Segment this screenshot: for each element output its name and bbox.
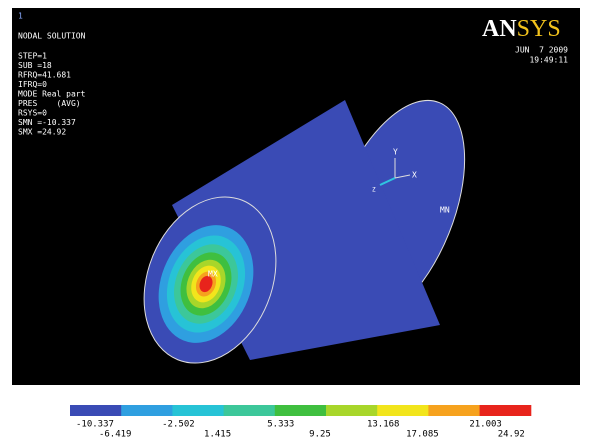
header-line: PRES (AVG) (18, 99, 81, 108)
legend-label: -2.502 (162, 420, 195, 430)
legend-swatch (121, 405, 173, 416)
triad-z: Z (372, 187, 376, 194)
viewport-number: 1 (18, 12, 23, 21)
legend-label: 1.415 (204, 430, 231, 440)
time: 19:49:11 (529, 56, 568, 65)
legend-label: 24.92 (498, 430, 525, 440)
legend-label: 21.003 (469, 420, 502, 430)
legend-swatch (428, 405, 480, 416)
header-line: SMN =-10.337 (18, 118, 76, 127)
legend-swatch (480, 405, 532, 416)
logo-part2: SYS (517, 16, 561, 42)
triad-x: X (412, 171, 417, 180)
legend-label: 13.168 (367, 420, 400, 430)
legend-swatch (326, 405, 378, 416)
header-line: SMX =24.92 (18, 128, 66, 137)
header-line: MODE Real part (18, 90, 86, 99)
legend-swatch (172, 405, 224, 416)
legend-label: -6.419 (99, 430, 132, 440)
max-label: MX (208, 270, 218, 279)
legend-swatch (70, 405, 122, 416)
header-title: NODAL SOLUTION (18, 32, 86, 41)
header-line: SUB =18 (18, 61, 52, 70)
legend-label: -10.337 (76, 420, 114, 430)
legend-label: 17.085 (406, 430, 439, 440)
header-line: STEP=1 (18, 52, 47, 61)
logo: ANSYS (482, 16, 561, 42)
legend-label: 5.333 (267, 420, 294, 430)
min-label: MN (440, 206, 450, 215)
header-line: RFRQ=41.681 (18, 71, 71, 80)
header-line: RSYS=0 (18, 109, 47, 118)
date: JUN 7 2009 (515, 46, 568, 55)
legend-swatch (224, 405, 276, 416)
logo-part1: AN (482, 16, 517, 42)
header-line: IFRQ=0 (18, 80, 47, 89)
legend-swatch (377, 405, 429, 416)
screenshot: 1 NODAL SOLUTION STEP=1SUB =18RFRQ=41.68… (0, 0, 595, 447)
legend-swatch (275, 405, 327, 416)
page: 1 NODAL SOLUTION STEP=1SUB =18RFRQ=41.68… (0, 0, 595, 447)
legend-label: 9.25 (309, 430, 331, 440)
triad-y: Y (393, 148, 398, 157)
